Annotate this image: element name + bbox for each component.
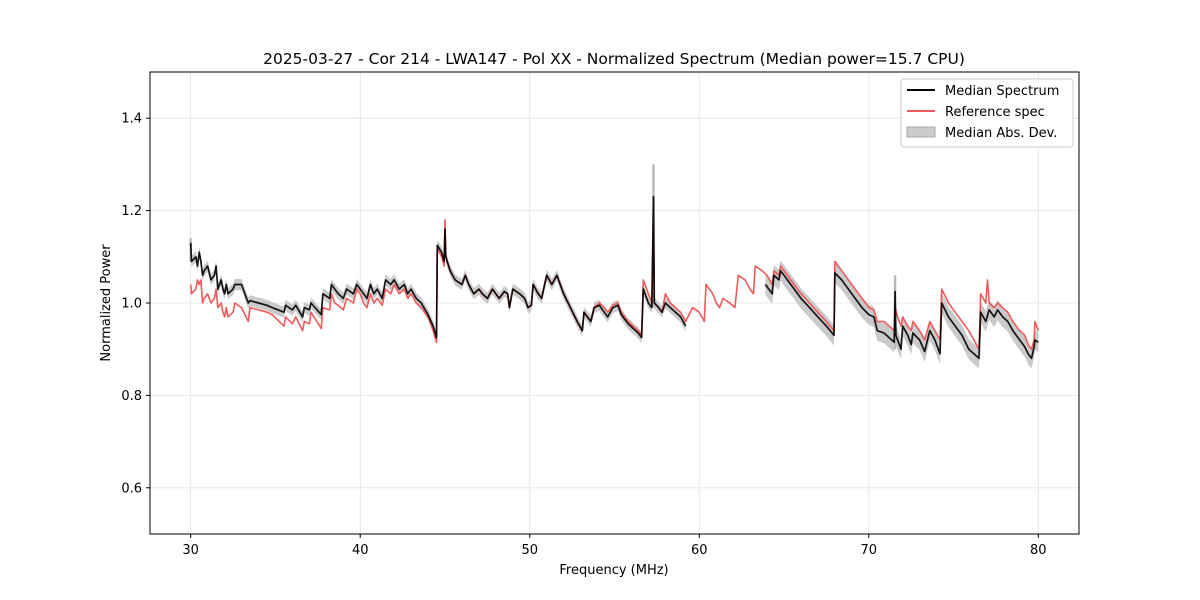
y-axis-ticks: 0.6 0.8 1.0 1.2 1.4 — [121, 112, 150, 496]
x-tick-label: 50 — [521, 543, 538, 558]
median-spectrum-line — [764, 269, 1039, 360]
x-axis-ticks: 30 40 50 60 70 80 — [182, 534, 1047, 558]
y-axis-label: Normalized Power — [99, 244, 114, 362]
chart-title: 2025-03-27 - Cor 214 - LWA147 - Pol XX -… — [263, 50, 965, 68]
legend-box — [900, 78, 1074, 148]
mad-band-area — [190, 191, 686, 344]
median-spectrum-line — [189, 195, 687, 339]
legend-reference-label: Reference spec — [945, 105, 1045, 120]
y-tick-label: 0.8 — [121, 389, 142, 404]
reference-spec-line — [189, 219, 1040, 350]
y-tick-label: 1.0 — [121, 297, 142, 312]
x-tick-label: 60 — [691, 543, 708, 558]
mad-band — [189, 164, 1039, 369]
x-tick-label: 30 — [182, 543, 199, 558]
legend-mad-swatch — [906, 126, 936, 138]
legend-mad-label: Median Abs. Dev. — [945, 126, 1057, 141]
y-tick-label: 0.6 — [121, 481, 142, 496]
y-tick-label: 1.4 — [121, 112, 142, 127]
y-tick-label: 1.2 — [121, 204, 142, 219]
x-tick-label: 40 — [352, 543, 369, 558]
x-axis-label: Frequency (MHz) — [559, 563, 668, 578]
x-tick-label: 80 — [1030, 543, 1047, 558]
x-tick-label: 70 — [861, 543, 878, 558]
series-lines — [189, 195, 1040, 360]
legend-median-label: Median Spectrum — [945, 84, 1059, 99]
legend: Median Spectrum Reference spec Median Ab… — [900, 78, 1074, 148]
mad-band-area — [765, 260, 1039, 369]
